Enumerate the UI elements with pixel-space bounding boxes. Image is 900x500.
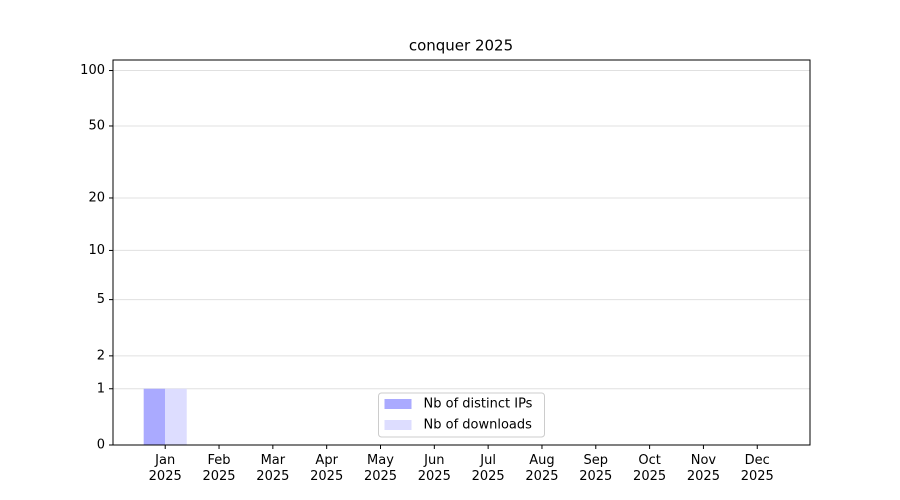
x-tick-label: Jul 2025 — [471, 453, 505, 484]
y-tick-label: 1 — [97, 381, 105, 396]
y-tick-label: 0 — [97, 438, 105, 453]
x-tick-label: Dec 2025 — [740, 453, 774, 484]
legend-swatch — [384, 420, 412, 430]
x-tick-label: Nov 2025 — [686, 453, 720, 484]
y-tick-label: 50 — [88, 118, 105, 133]
x-tick-label: Feb 2025 — [202, 453, 236, 484]
legend-label: Nb of distinct IPs — [424, 397, 533, 412]
legend-label: Nb of downloads — [424, 418, 533, 433]
bar — [165, 388, 187, 445]
plot-frame — [112, 59, 811, 446]
legend-swatch — [384, 399, 412, 409]
chart-title: conquer 2025 — [409, 37, 513, 55]
x-tick-label: May 2025 — [363, 453, 398, 484]
x-tick-label: Sep 2025 — [579, 453, 613, 484]
y-tick-label: 10 — [88, 243, 105, 258]
legend-box — [378, 392, 545, 438]
bar — [143, 388, 166, 445]
y-tick-label: 20 — [88, 190, 105, 205]
y-tick-label: 100 — [80, 63, 105, 78]
x-tick-label: Apr 2025 — [310, 453, 344, 484]
x-tick-label: Jan 2025 — [148, 453, 182, 484]
x-tick-label: Aug 2025 — [525, 453, 559, 484]
x-tick-label: Jun 2025 — [417, 453, 451, 484]
x-tick-label: Mar 2025 — [256, 453, 290, 484]
legend: Nb of distinct IPs Nb of downloads — [378, 392, 545, 438]
y-tick-label: 2 — [97, 348, 105, 363]
x-tick-label: Oct 2025 — [633, 453, 667, 484]
y-tick-label: 5 — [97, 292, 105, 307]
